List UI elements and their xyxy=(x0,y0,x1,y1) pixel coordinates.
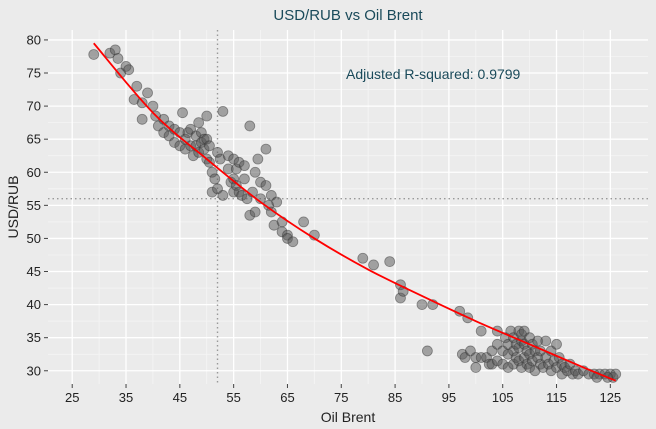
fit-line-group xyxy=(93,42,617,382)
x-tick-label: 115 xyxy=(546,390,567,405)
x-axis-title: Oil Brent xyxy=(321,409,376,425)
data-point xyxy=(249,206,261,218)
data-point xyxy=(217,190,229,201)
reference-lines xyxy=(48,30,648,384)
y-tick-label: 75 xyxy=(27,66,41,81)
x-tick-label: 65 xyxy=(280,390,294,405)
data-point xyxy=(201,110,213,122)
y-axis-title: USD/RUB xyxy=(5,175,21,238)
data-point xyxy=(271,196,283,208)
data-point xyxy=(357,252,369,264)
y-tick-label: 45 xyxy=(27,264,41,279)
x-tick-label: 35 xyxy=(119,390,133,405)
x-axis-ticks: 25 35 45 55 65 75 85 95 105 115 125 xyxy=(65,384,621,405)
chart-title: USD/RUB vs Oil Brent xyxy=(273,7,423,24)
data-point xyxy=(265,206,277,218)
y-tick-label: 80 xyxy=(27,32,41,47)
data-point xyxy=(384,256,396,267)
data-point xyxy=(239,173,250,185)
y-tick-label: 40 xyxy=(27,297,41,312)
y-tick-label: 65 xyxy=(27,132,41,147)
fit-line xyxy=(93,42,617,382)
data-point xyxy=(470,362,482,373)
data-point xyxy=(475,325,487,337)
data-point xyxy=(298,216,310,228)
y-tick-label: 55 xyxy=(27,198,41,213)
data-point xyxy=(123,64,135,76)
x-tick-label: 55 xyxy=(226,390,240,405)
x-tick-label: 75 xyxy=(334,390,348,405)
y-tick-label: 30 xyxy=(27,363,41,378)
y-tick-label: 70 xyxy=(27,99,41,114)
x-tick-label: 25 xyxy=(65,390,79,405)
data-point xyxy=(204,140,215,152)
data-point xyxy=(131,80,143,92)
data-point xyxy=(177,107,188,119)
y-tick-label: 50 xyxy=(27,231,41,246)
data-point xyxy=(260,143,272,155)
x-tick-label: 105 xyxy=(492,390,514,405)
data-point xyxy=(112,53,124,64)
data-point xyxy=(193,117,205,129)
data-point xyxy=(368,259,379,271)
data-point xyxy=(142,87,153,99)
x-tick-label: 85 xyxy=(388,390,402,405)
data-point xyxy=(252,153,264,165)
x-tick-label: 45 xyxy=(173,390,187,405)
y-tick-label: 35 xyxy=(27,330,41,345)
data-point xyxy=(287,236,299,248)
x-tick-label: 95 xyxy=(442,390,456,405)
data-point xyxy=(209,173,221,185)
data-point xyxy=(416,299,428,310)
y-tick-label: 60 xyxy=(27,165,41,180)
y-axis-ticks: 30 35 40 45 50 55 60 65 70 75 80 xyxy=(27,32,48,378)
data-point xyxy=(244,120,256,132)
data-point xyxy=(260,180,272,191)
data-point xyxy=(551,338,562,350)
x-tick-label: 125 xyxy=(599,390,621,405)
data-point xyxy=(249,166,261,178)
r-squared-annotation: Adjusted R-squared: 0.9799 xyxy=(346,66,521,82)
data-point xyxy=(239,160,250,172)
data-point xyxy=(88,49,100,60)
data-points xyxy=(88,44,622,383)
data-point xyxy=(421,345,433,357)
data-point xyxy=(136,97,148,109)
data-point xyxy=(217,105,229,117)
data-point xyxy=(540,335,552,347)
data-point xyxy=(136,113,148,125)
